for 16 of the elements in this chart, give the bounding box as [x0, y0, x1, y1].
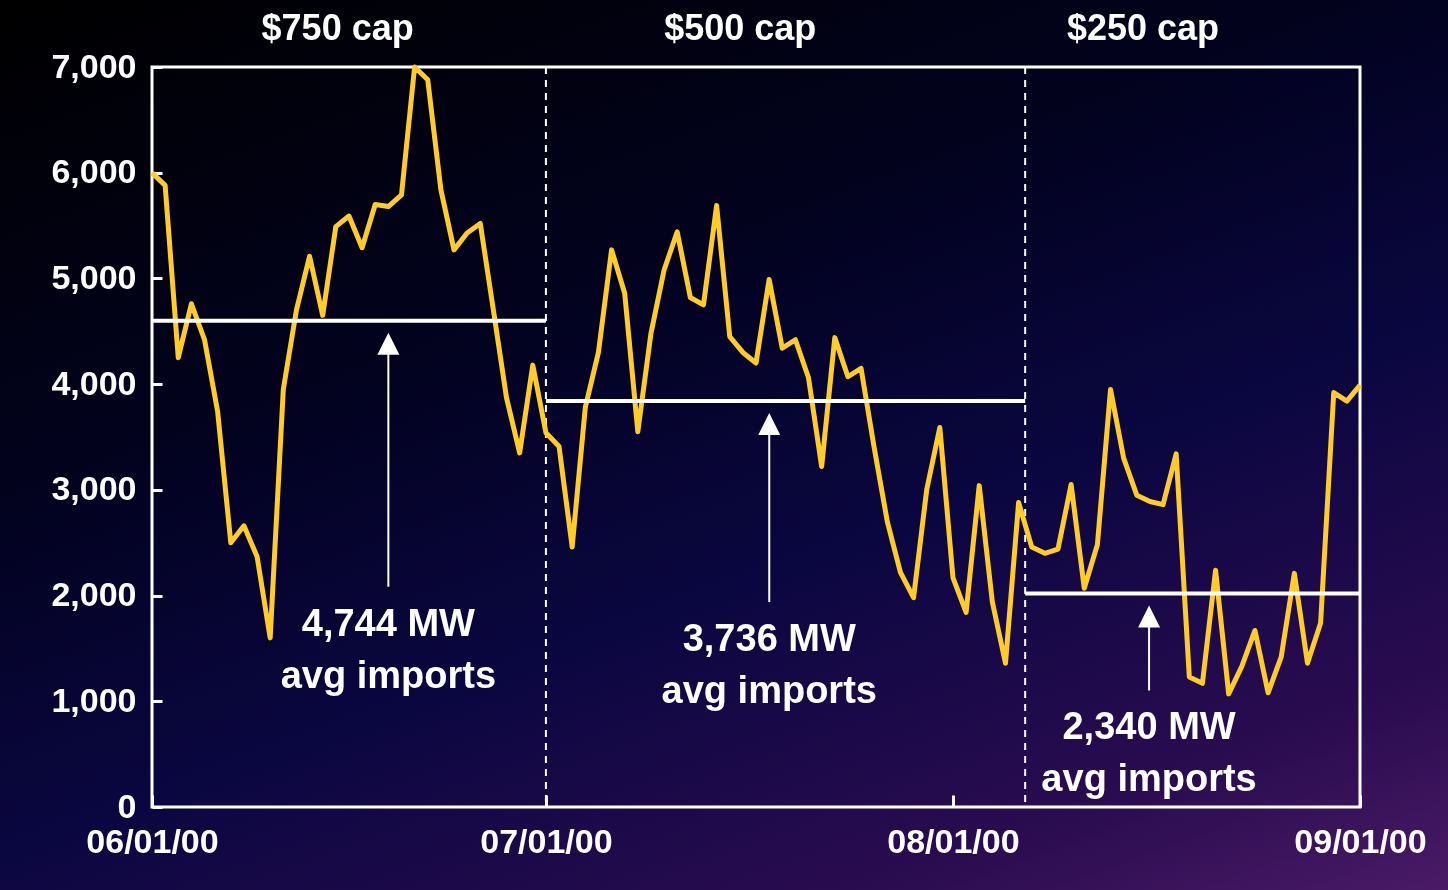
y-tick-label: 7,000: [51, 46, 137, 85]
x-tick-label: 07/01/00: [480, 821, 613, 860]
annotation: 4,744 MW avg imports: [280, 601, 497, 696]
x-tick-label: 08/01/00: [887, 821, 1020, 860]
y-tick-label: 5,000: [51, 257, 137, 296]
y-tick-label: 2,000: [51, 575, 137, 614]
text: $500 cap: [664, 7, 817, 48]
y-tick-label: 3,000: [51, 469, 137, 508]
y-tick-label: 6,000: [51, 152, 137, 191]
y-tick-label: 1,000: [51, 680, 137, 719]
annotation: 3,736 MW avg imports: [661, 617, 877, 712]
text: $250 cap: [1066, 7, 1220, 48]
y-tick-label: 4,000: [51, 363, 137, 402]
annotation: 2,340 MW avg imports: [1041, 705, 1257, 800]
x-tick-label: 09/01/00: [1294, 821, 1427, 860]
text: $750 cap: [261, 7, 414, 48]
